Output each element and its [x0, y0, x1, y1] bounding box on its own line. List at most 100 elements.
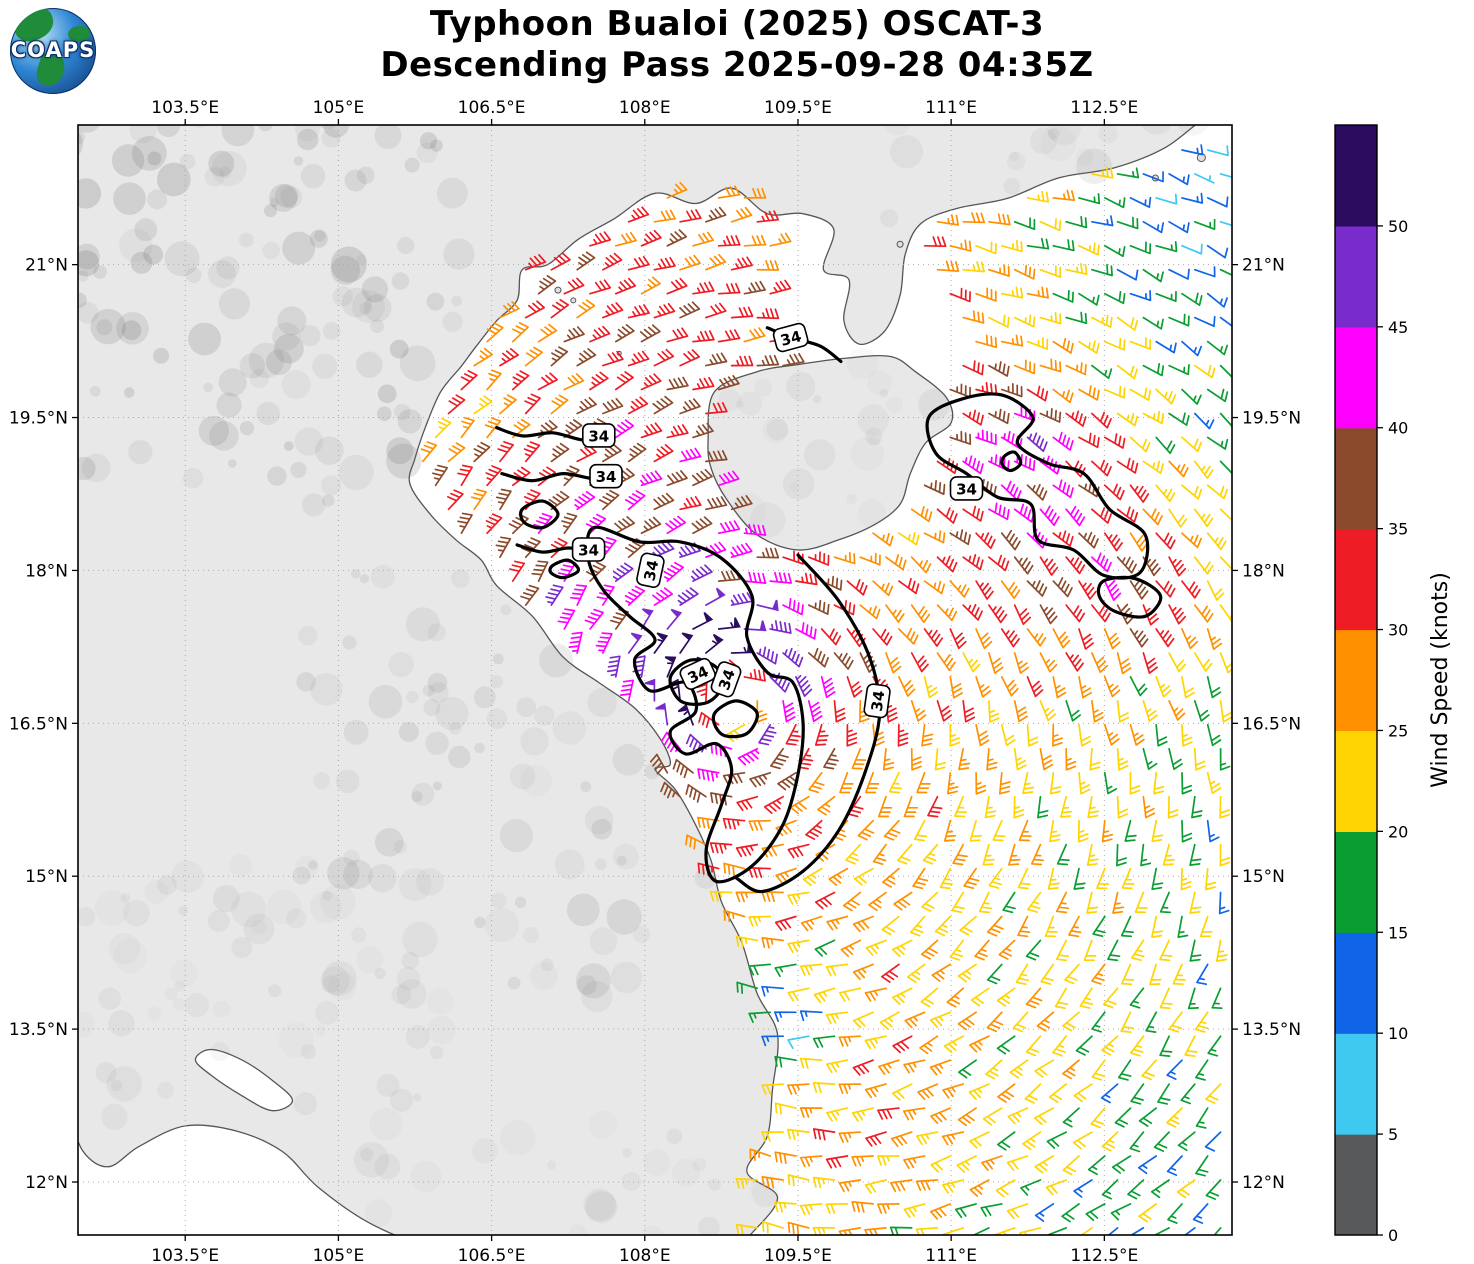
wind-barb	[845, 843, 862, 865]
wind-barb	[1078, 292, 1100, 306]
wind-barb	[627, 304, 650, 319]
wind-barb	[982, 843, 995, 866]
wind-barb	[1091, 263, 1113, 277]
wind-barb	[1145, 1011, 1158, 1033]
wind-barb	[1091, 652, 1109, 674]
y-axis-tick-label: 13.5°N	[1242, 1020, 1301, 1040]
wind-barb	[890, 1179, 913, 1193]
wind-barb	[1026, 432, 1048, 453]
wind-barb	[930, 1107, 952, 1125]
wind-barb	[988, 867, 1003, 889]
wind-barb	[881, 963, 900, 983]
wind-barb	[1072, 1131, 1093, 1150]
colorbar-segment	[1335, 225, 1377, 328]
wind-barb	[614, 324, 635, 343]
wind-barb	[936, 604, 958, 622]
wind-barb	[619, 679, 634, 702]
wind-barb	[666, 229, 688, 247]
wind-barb	[952, 843, 968, 866]
wind-barb	[838, 1083, 862, 1095]
wind-barb	[624, 585, 646, 606]
wind-barb	[782, 700, 796, 723]
colorbar-tick-label: 35	[1388, 520, 1408, 539]
wind-barb	[1052, 289, 1074, 303]
wind-barb	[1153, 1131, 1170, 1152]
wind-barb	[1193, 700, 1210, 722]
wind-barb	[1078, 580, 1097, 600]
wind-barb	[980, 1203, 1003, 1217]
wind-barb	[902, 1107, 926, 1121]
wind-barb	[602, 397, 624, 415]
wind-barb	[1008, 843, 1021, 866]
wind-barb	[717, 235, 741, 247]
wind-barb	[1219, 268, 1232, 276]
wind-barb	[1103, 385, 1126, 399]
wind-barb	[737, 747, 760, 766]
wind-barb	[653, 256, 676, 271]
wind-barb	[799, 1010, 823, 1022]
wind-barb	[1196, 963, 1209, 986]
wind-barb	[1159, 987, 1173, 1010]
wind-barb	[1130, 1083, 1145, 1105]
wind-barb	[597, 536, 617, 559]
contour-line-34kt	[735, 553, 882, 894]
wind-barb	[1193, 364, 1216, 379]
wind-barb	[1219, 316, 1232, 328]
wind-barb	[1103, 483, 1125, 501]
wind-barb	[1013, 795, 1025, 819]
wind-barb	[868, 891, 887, 912]
wind-barb	[1089, 747, 1101, 771]
wind-barb	[1192, 1203, 1209, 1224]
wind-barb	[447, 394, 466, 415]
wind-barb	[986, 747, 998, 771]
wind-barb	[846, 723, 858, 747]
wind-barb	[735, 891, 759, 903]
wind-barb	[910, 747, 922, 771]
wind-barb	[923, 628, 944, 647]
wind-barb	[1052, 189, 1076, 202]
wind-barb	[537, 275, 557, 295]
wind-barb	[1000, 239, 1023, 253]
x-axis-tick-label: 105°E	[313, 1246, 365, 1264]
wind-barb	[1034, 1203, 1055, 1222]
axis-tick-labels: 103.5°E 103.5°E 105°E 105°E 106.5°E 106.5°E 10…	[9, 98, 1301, 1264]
wind-barb	[838, 1035, 862, 1047]
wind-barb	[984, 795, 997, 819]
wind-barb	[1134, 891, 1148, 914]
wind-barb	[1013, 652, 1030, 674]
wind-barb	[1078, 340, 1100, 354]
wind-barb	[1080, 1227, 1093, 1235]
wind-barb	[975, 287, 997, 302]
wind-barb	[1181, 144, 1204, 156]
wind-barb	[677, 703, 694, 726]
wind-barb	[749, 1148, 772, 1162]
wind-barb	[1079, 987, 1094, 1009]
wind-barb	[1025, 987, 1043, 1009]
wind-barb	[1061, 1203, 1080, 1223]
wind-barb	[743, 234, 767, 247]
wind-barb	[988, 264, 1010, 277]
wind-barb	[892, 1035, 913, 1054]
wind-barb	[954, 1203, 977, 1219]
wind-barb	[1193, 747, 1206, 771]
wind-barb	[1116, 556, 1137, 574]
wind-barb	[1219, 460, 1232, 475]
colorbar: 0 5 10 15 20 25 30 35 40 45 50 Wind Speed (knots)	[1334, 124, 1453, 1245]
colorbar-tick-label: 25	[1388, 721, 1408, 740]
wind-barb	[852, 1011, 874, 1029]
wind-barb	[1168, 313, 1190, 327]
wind-barb	[988, 700, 1000, 723]
wind-barb	[1155, 240, 1178, 253]
wind-barb	[1078, 432, 1100, 449]
wind-barb	[499, 394, 517, 415]
wind-barb	[975, 723, 990, 747]
wind-barb	[434, 417, 452, 439]
wind-barb	[1138, 1107, 1158, 1127]
wind-barb	[812, 1035, 836, 1049]
wind-barb	[946, 987, 965, 1008]
wind-barb	[906, 963, 926, 984]
wind-barb	[786, 1083, 810, 1095]
wind-barb	[1142, 316, 1164, 330]
wind-barb	[820, 676, 836, 699]
wind-barb	[1000, 286, 1024, 299]
